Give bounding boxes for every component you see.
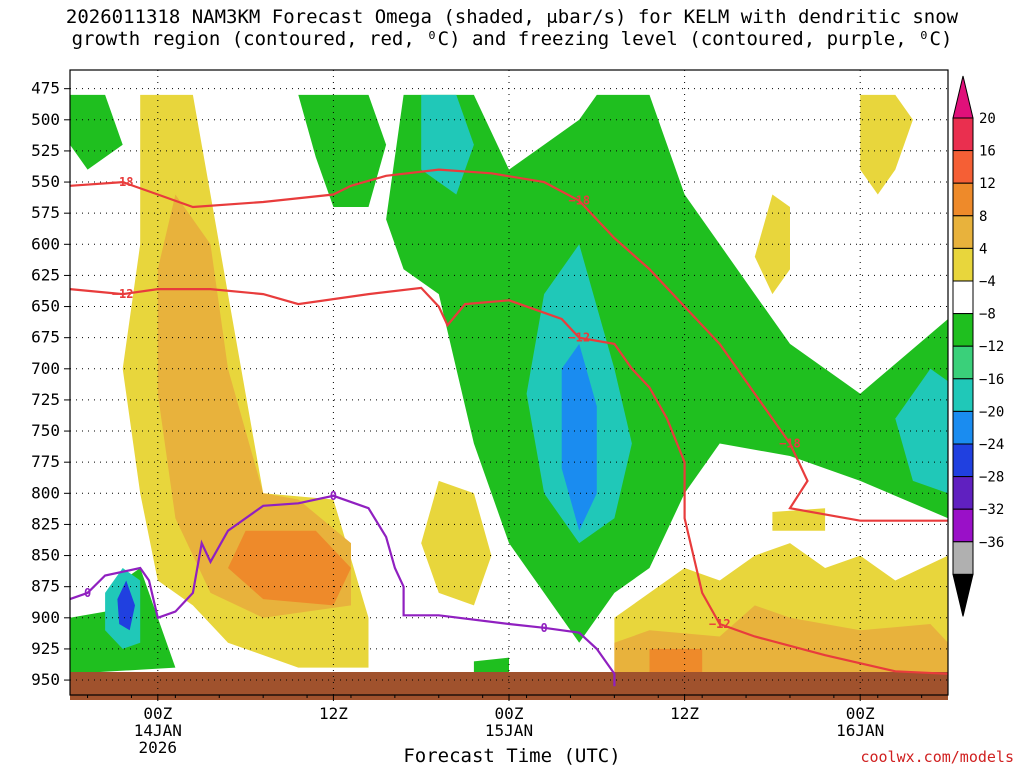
dgz-minus18-label-1: −18: [568, 194, 590, 208]
colorbar-label-4: 4: [979, 241, 987, 257]
y-tick-label-750: 750: [31, 421, 60, 440]
y-tick-label-500: 500: [31, 110, 60, 129]
y-tick-label-700: 700: [31, 359, 60, 378]
dgz-minus12-line: [69, 286, 949, 675]
omega-region-0: [70, 94, 123, 170]
colorbar: 20 16 12 8 4 −4 −8 −12 −16 −20 −24 −28 −32 −36: [952, 75, 1004, 617]
colorbar-label-9: −20: [979, 404, 1004, 420]
colorbar-segment-7: [952, 345, 974, 380]
dgz-minus12-label-1: −12: [568, 331, 590, 345]
y-tick-label-650: 650: [31, 297, 60, 316]
y-tick-label-875: 875: [31, 577, 60, 596]
chart-title-line1: 2026011318 NAM3KM Forecast Omega (shaded…: [65, 6, 959, 28]
x-tick-label-4-1: 16JAN: [836, 721, 884, 740]
colorbar-segment-13: [952, 541, 974, 575]
omega-region-20: [772, 508, 826, 531]
freezing-level-line: [69, 494, 616, 687]
omega-region-8: [561, 343, 597, 531]
y-tick-label-800: 800: [31, 483, 60, 502]
colorbar-label-3: 8: [979, 209, 987, 225]
y-tick-label-850: 850: [31, 546, 60, 565]
omega-region-17: [860, 94, 913, 195]
dgz-minus12-label-0: −12: [112, 287, 134, 301]
y-tick-label-675: 675: [31, 328, 60, 347]
y-axis: 475 500 525 550 575 600 625 650 675 700 725 750 775 8…: [31, 79, 70, 689]
dgz-minus12-label-2: −12: [709, 617, 731, 631]
y-tick-label-575: 575: [31, 203, 60, 222]
colorbar-label-6: −8: [979, 307, 996, 323]
x-tick-label-1-0: 12Z: [319, 704, 348, 723]
x-axis-label: Forecast Time (UTC): [403, 745, 621, 767]
x-tick-label-2-1: 15JAN: [485, 721, 533, 740]
y-tick-label-950: 950: [31, 670, 60, 689]
colorbar-segment-8: [952, 378, 974, 412]
grid: [70, 70, 948, 695]
colorbar-segment-2: [952, 182, 974, 217]
colorbar-label-2: 12: [979, 176, 996, 192]
colorbar-segment-5: [952, 280, 974, 315]
freezing-level-label-0: 0: [84, 586, 91, 600]
colorbar-label-12: −32: [979, 502, 1004, 518]
credit-text: coolwx.com/models: [860, 748, 1014, 766]
colorbar-top-arrow: [952, 75, 974, 119]
omega-region-16: [649, 648, 703, 674]
contours: −18 −18 −18 −12 −12 −12 0 0 0: [69, 168, 949, 687]
chart-title-line2: growth region (contoured, red, ⁰C) and f…: [71, 28, 953, 50]
y-tick-label-625: 625: [31, 265, 60, 284]
y-tick-label-825: 825: [31, 514, 60, 533]
colorbar-label-0: 20: [979, 111, 996, 127]
colorbar-label-11: −28: [979, 470, 1004, 486]
colorbar-label-8: −16: [979, 372, 1004, 388]
x-tick-label-4-0: 00Z: [846, 704, 875, 723]
omega-region-19: [421, 480, 492, 606]
omega-region-2: [157, 194, 351, 618]
y-tick-label-525: 525: [31, 141, 60, 160]
colorbar-bottom-arrow: [952, 573, 974, 617]
colorbar-segment-0: [952, 117, 974, 152]
y-tick-label-600: 600: [31, 234, 60, 253]
colorbar-segment-11: [952, 476, 974, 510]
y-tick-label-775: 775: [31, 452, 60, 471]
colorbar-segment-9: [952, 410, 974, 445]
dgz-minus18-label-0: −18: [112, 175, 134, 189]
y-tick-label-725: 725: [31, 390, 60, 409]
y-tick-label-900: 900: [31, 608, 60, 627]
freezing-level-label-2: 0: [541, 621, 548, 635]
colorbar-segment-4: [952, 247, 974, 282]
x-tick-label-0-2: 2026: [139, 738, 178, 757]
x-tick-label-0-1: 14JAN: [134, 721, 182, 740]
omega-region-4: [298, 94, 387, 207]
x-tick-label-0-0: 00Z: [143, 704, 172, 723]
colorbar-segment-3: [952, 215, 974, 249]
y-tick-label-475: 475: [31, 79, 60, 98]
colorbar-label-7: −12: [979, 339, 1004, 355]
colorbar-segment-12: [952, 508, 974, 543]
colorbar-label-10: −24: [979, 437, 1004, 453]
colorbar-label-5: −4: [979, 274, 996, 290]
freezing-level-label-1: 0: [330, 489, 337, 503]
colorbar-label-13: −36: [979, 535, 1004, 551]
colorbar-segment-6: [952, 313, 974, 347]
omega-region-5: [386, 94, 949, 643]
y-tick-label-925: 925: [31, 639, 60, 658]
x-tick-label-2-0: 00Z: [495, 704, 524, 723]
colorbar-segment-1: [952, 150, 974, 184]
colorbar-label-1: 16: [979, 144, 996, 160]
y-tick-label-550: 550: [31, 172, 60, 191]
colorbar-segment-10: [952, 443, 974, 478]
dgz-minus18-label-2: −18: [779, 437, 801, 451]
x-tick-label-3-0: 12Z: [670, 704, 699, 723]
omega-region-3: [228, 530, 351, 606]
dgz-minus18-line: [69, 168, 948, 522]
